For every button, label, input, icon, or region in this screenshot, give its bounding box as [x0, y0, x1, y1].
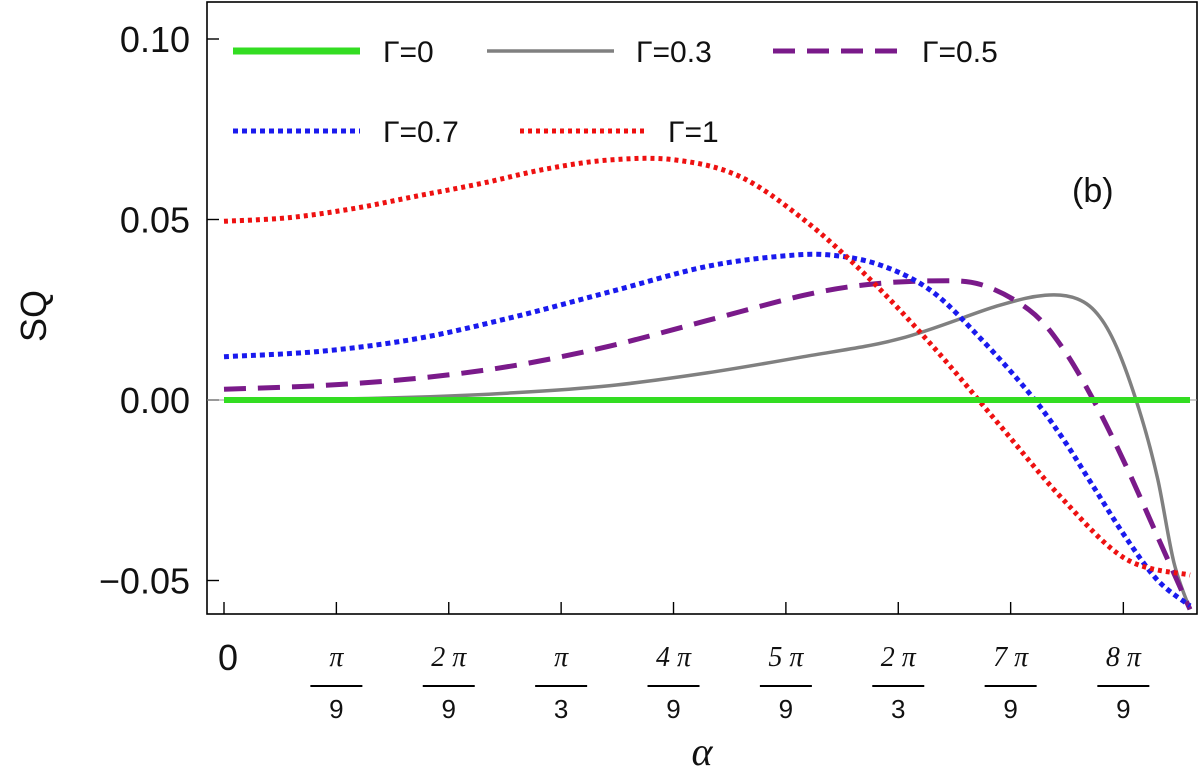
x-tick-denominator: 9	[666, 694, 680, 724]
legend-label: Γ=0	[383, 36, 434, 69]
y-tick-label: 0.00	[120, 380, 190, 421]
legend-item: Γ=0.3	[487, 36, 712, 69]
series-layer	[207, 155, 1197, 611]
x-tick-numerator: 2 π	[431, 642, 467, 673]
y-tick-label: 0.10	[120, 19, 190, 60]
series-line-Γ=0.5	[223, 278, 1193, 611]
x-tick-numerator: 8 π	[1106, 642, 1142, 673]
plot-frame	[206, 1, 1198, 615]
x-tick-label: 2 π 3	[872, 642, 925, 724]
legend-label: Γ=0.3	[636, 36, 712, 69]
x-tick-numerator: π	[329, 642, 344, 673]
x-tick-label: 0	[218, 637, 238, 678]
y-axis-ticks: 0.10 0.05 0.00 −0.05	[99, 19, 219, 602]
x-tick-label: 2 π 9	[422, 642, 475, 724]
x-tick-label: 7 π 9	[984, 642, 1037, 724]
x-tick-numerator: π	[554, 642, 569, 673]
x-tick-denominator: 3	[891, 694, 905, 724]
legend-label: Γ=0.7	[383, 116, 459, 149]
x-tick-label: π9	[310, 642, 363, 724]
x-tick-denominator: 3	[554, 694, 568, 724]
legend-label: Γ=1	[668, 116, 719, 149]
x-tick-numerator: 7 π	[993, 642, 1029, 673]
x-tick-numerator: 5 π	[768, 642, 804, 673]
x-tick-label: 5 π 9	[759, 642, 812, 724]
x-tick-numerator: 4 π	[656, 642, 692, 673]
x-tick-numerator: 2 π	[881, 642, 917, 673]
x-tick-denominator: 9	[1003, 694, 1017, 724]
x-tick-label: 8 π 9	[1097, 642, 1150, 724]
legend-item: Γ=0.7	[233, 116, 459, 149]
panel-label: (b)	[1072, 172, 1114, 210]
x-tick-denominator: 9	[1116, 694, 1130, 724]
series-line-Γ=0.3	[223, 293, 1192, 610]
x-tick-label: π3	[535, 642, 588, 724]
x-tick-denominator: 9	[442, 694, 456, 724]
legend-item: Γ=0.5	[773, 36, 998, 69]
x-tick-label: 4 π 9	[647, 642, 700, 724]
legend-item: Γ=1	[520, 116, 719, 149]
x-tick-denominator: 9	[329, 694, 343, 724]
legend-item: Γ=0	[233, 36, 434, 69]
y-axis-title: SQ	[13, 290, 54, 342]
legend-label: Γ=0.5	[922, 36, 998, 69]
y-tick-label: −0.05	[99, 561, 190, 602]
legend: Γ=0 Γ=0.3 Γ=0.5 Γ=0.7 Γ=1	[233, 36, 998, 149]
y-tick-label: 0.05	[120, 200, 190, 241]
series-line-Γ=0.7	[223, 251, 1192, 608]
x-axis-title: α	[692, 729, 714, 774]
x-tick-denominator: 9	[779, 694, 793, 724]
series-line-Γ=1	[223, 155, 1191, 578]
